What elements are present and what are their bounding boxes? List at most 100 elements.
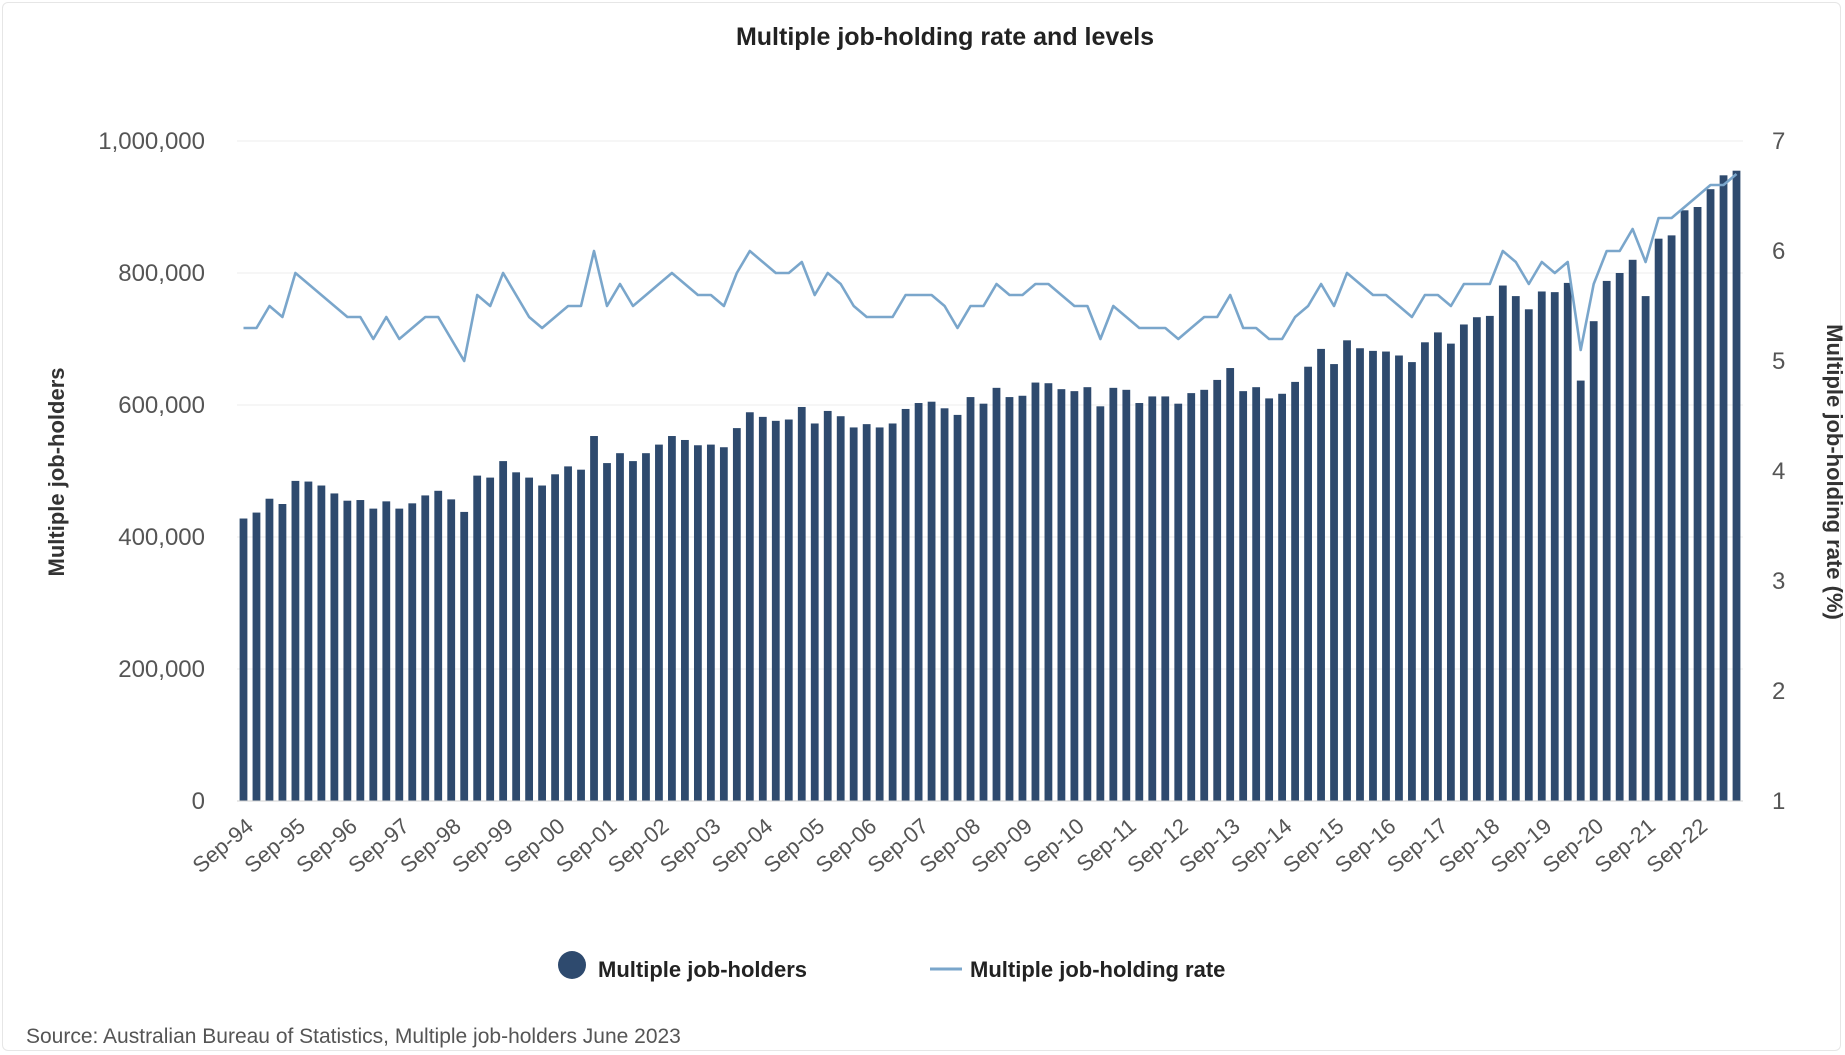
bar	[278, 504, 287, 801]
bar	[1174, 403, 1183, 801]
bar	[1693, 207, 1702, 801]
bar	[1044, 383, 1053, 801]
bar	[1434, 332, 1442, 801]
bar	[1459, 324, 1468, 801]
y-tick-label: 200,000	[118, 656, 205, 683]
bar	[1589, 321, 1598, 801]
y2-tick-label: 7	[1772, 128, 1785, 155]
bar	[1628, 259, 1637, 801]
bar	[1018, 395, 1027, 801]
bar	[525, 477, 534, 801]
bar	[1719, 175, 1728, 801]
legend-line-label: Multiple job-holding rate	[970, 957, 1225, 982]
y2-axis-ticks: 1 2 3 4 5 6 7	[1772, 128, 1785, 815]
bar	[1667, 235, 1676, 801]
source-note: Source: Australian Bureau of Statistics,…	[26, 1025, 681, 1048]
y-tick-label: 1,000,000	[98, 128, 205, 155]
bar	[252, 512, 261, 801]
bar	[512, 472, 521, 801]
y2-tick-label: 4	[1772, 458, 1785, 485]
bar	[823, 410, 832, 801]
bar	[849, 427, 858, 801]
bar	[888, 423, 897, 801]
bar	[745, 412, 754, 801]
bar	[784, 419, 793, 801]
y2-tick-label: 2	[1772, 678, 1785, 705]
y2-tick-label: 1	[1772, 788, 1785, 815]
bar	[1472, 317, 1481, 801]
bar	[1576, 380, 1585, 801]
bar	[343, 500, 352, 801]
bar	[1537, 291, 1546, 801]
bar	[797, 406, 806, 801]
bar	[1408, 362, 1416, 801]
y-axis-title: Multiple job-holders	[44, 368, 69, 577]
bar	[460, 511, 469, 801]
y2-tick-label: 3	[1772, 568, 1785, 595]
bar	[1356, 348, 1364, 801]
bar	[1083, 387, 1092, 801]
y2-tick-label: 5	[1772, 348, 1785, 375]
bar	[1213, 379, 1222, 801]
bar	[1135, 403, 1144, 801]
bar	[304, 481, 313, 801]
y-tick-label: 0	[192, 788, 205, 815]
bar	[330, 493, 339, 801]
bar	[1563, 282, 1572, 801]
bar	[1161, 396, 1170, 801]
bar	[317, 485, 326, 801]
bar	[1382, 351, 1390, 801]
bar	[564, 466, 572, 801]
bar	[1005, 397, 1014, 801]
bar	[1343, 340, 1351, 801]
bar	[732, 428, 741, 801]
bar	[655, 444, 663, 801]
bar	[1304, 366, 1312, 801]
bar	[1265, 398, 1274, 801]
y-tick-label: 400,000	[118, 524, 205, 551]
bar	[1680, 210, 1689, 802]
bar	[408, 503, 417, 801]
bar	[616, 453, 624, 801]
bar	[447, 499, 456, 801]
bar	[875, 427, 884, 801]
bar	[668, 436, 676, 801]
y-axis-ticks: 0 200,000 400,000 600,000 800,000 1,000,000	[98, 128, 205, 815]
bar	[979, 403, 988, 801]
bar	[1291, 381, 1299, 801]
bar	[719, 447, 728, 801]
bar	[1330, 364, 1338, 801]
bar	[291, 480, 300, 801]
legend-bars-swatch	[558, 951, 586, 979]
bar	[1239, 391, 1248, 801]
bar	[603, 463, 611, 801]
bar	[706, 444, 715, 801]
legend: Multiple job-holders Multiple job-holdin…	[558, 951, 1225, 982]
bar	[499, 461, 508, 801]
bar	[265, 498, 274, 801]
bar	[434, 490, 443, 801]
bar	[940, 408, 949, 801]
bar	[927, 401, 936, 801]
rate-line	[243, 173, 1738, 363]
bar	[1615, 273, 1624, 801]
bar	[1498, 285, 1507, 801]
bar-series	[239, 170, 1741, 802]
bar	[771, 420, 780, 801]
y2-tick-label: 6	[1772, 238, 1785, 265]
bar	[1057, 389, 1066, 801]
bar	[1278, 393, 1287, 801]
bar	[642, 453, 650, 801]
bar	[551, 474, 559, 801]
bar	[1654, 238, 1663, 801]
bar	[1706, 189, 1715, 801]
legend-bars-label: Multiple job-holders	[598, 957, 807, 982]
bar	[239, 518, 248, 801]
bar	[1369, 350, 1377, 801]
bar	[901, 408, 910, 801]
bar	[1641, 296, 1650, 801]
bar	[953, 414, 962, 801]
bar	[1421, 342, 1429, 801]
bar	[914, 403, 923, 801]
